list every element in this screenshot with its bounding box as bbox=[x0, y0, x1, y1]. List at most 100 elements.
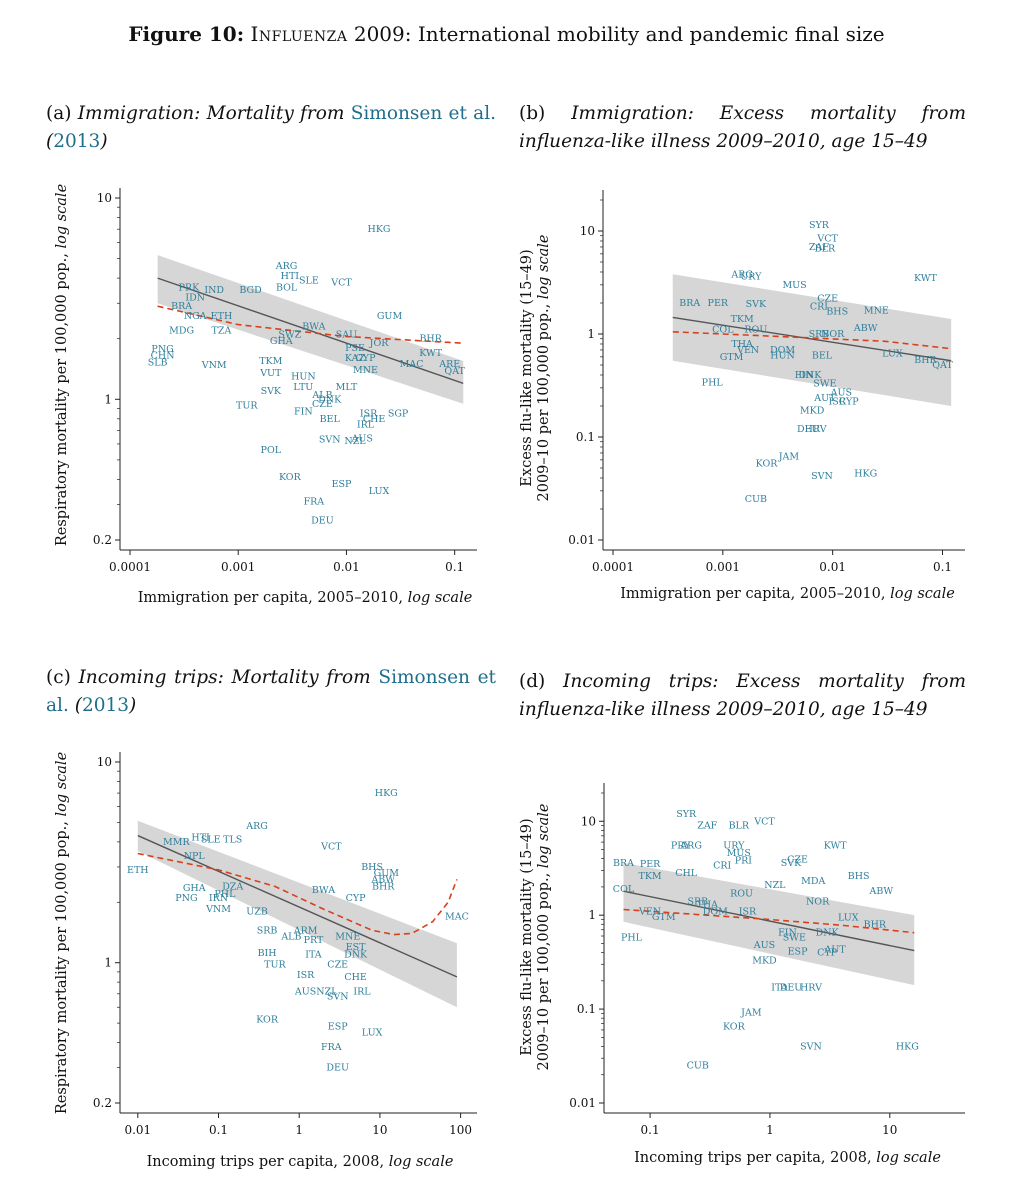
y-tick-label: 0.1 bbox=[577, 1002, 596, 1016]
point-label: IRN bbox=[209, 893, 228, 904]
point-label: QAT bbox=[444, 366, 465, 377]
x-tick-label: 0.001 bbox=[706, 560, 740, 574]
caption-a-cite-link[interactable]: Simonsen et al. bbox=[350, 103, 496, 124]
point-label: PNG bbox=[151, 344, 173, 355]
point-label: PHL bbox=[702, 377, 724, 388]
point-label: FRA bbox=[304, 497, 325, 508]
point-label: IDN bbox=[185, 293, 205, 304]
point-label: NOR bbox=[806, 896, 830, 907]
point-label: BIH bbox=[258, 948, 277, 959]
point-label: ARG bbox=[730, 269, 753, 280]
point-label: VCT bbox=[816, 233, 838, 244]
point-label: PRY bbox=[671, 841, 691, 852]
point-label: CZE bbox=[817, 294, 838, 305]
point-label: CHE bbox=[344, 972, 367, 983]
point-label: HKG bbox=[368, 224, 391, 235]
point-label: HKG bbox=[896, 1041, 919, 1052]
point-label: AUS bbox=[753, 940, 775, 951]
point-label: BGD bbox=[239, 285, 262, 296]
point-label: SVN bbox=[800, 1041, 822, 1052]
caption-c-cite-link[interactable]: Simonsen et al. bbox=[46, 667, 496, 716]
xlabel-b: Immigration per capita, 2005–2010, log s… bbox=[620, 586, 955, 602]
point-label: ETH bbox=[127, 865, 149, 876]
point-label: MKD bbox=[800, 406, 825, 417]
fit-line bbox=[157, 277, 464, 385]
point-label: NOR bbox=[821, 329, 845, 340]
point-label: IND bbox=[204, 285, 224, 296]
ylabel-c: Respiratory mortality per 100,000 pop., … bbox=[54, 751, 70, 1115]
point-label: DEU bbox=[797, 424, 820, 435]
point-label: ESP bbox=[332, 479, 352, 490]
fit-line bbox=[623, 890, 915, 952]
point-label: MDA bbox=[801, 876, 825, 887]
point-label: SVN bbox=[319, 435, 341, 446]
point-label: ROU bbox=[730, 889, 753, 900]
point-label: MMR bbox=[163, 837, 190, 848]
point-label: ARE bbox=[438, 359, 460, 370]
point-label: BHS bbox=[848, 871, 870, 882]
point-label: BHR bbox=[864, 919, 887, 930]
point-label: DEU bbox=[780, 982, 803, 993]
chart-b-group: 0.0001 0.001 0.01 0.1 0.01 0.1 1 10 SYR VCTZAFBLR… bbox=[568, 190, 965, 574]
caption-d: (d) Incoming trips: Excess mortality fro… bbox=[519, 668, 966, 724]
caption-a-title: Immigration: Mortality from bbox=[77, 103, 351, 124]
point-label: CUB bbox=[745, 494, 767, 505]
point-label: BOL bbox=[276, 282, 298, 293]
point-label: KWT bbox=[419, 348, 443, 359]
point-label: DNK bbox=[318, 394, 342, 405]
point-label: BEL bbox=[812, 350, 833, 361]
caption-a-cite-year-link[interactable]: 2013 bbox=[53, 131, 101, 152]
x-tick-label: 0.01 bbox=[333, 560, 360, 574]
caption-c-letter: (c) bbox=[46, 667, 71, 688]
point-label: SVK bbox=[746, 299, 767, 310]
point-label: SYR bbox=[809, 220, 830, 231]
x-tick-label: 0.1 bbox=[933, 560, 952, 574]
x-tick-label: 0.01 bbox=[819, 560, 846, 574]
point-label: PRT bbox=[304, 935, 324, 946]
point-label: GUM bbox=[377, 311, 403, 322]
point-label: HKG bbox=[854, 469, 877, 480]
point-label: ISR bbox=[828, 397, 846, 408]
confidence-band bbox=[623, 862, 915, 986]
point-label: SGP bbox=[388, 409, 409, 420]
point-label: QAT bbox=[932, 360, 953, 371]
point-label: KWT bbox=[824, 841, 848, 852]
point-label: COL bbox=[712, 325, 734, 336]
y-tick-label: 0.01 bbox=[568, 533, 595, 547]
x-tick-label: 0.0001 bbox=[109, 560, 151, 574]
caption-c-title: Incoming trips: Mortality from bbox=[78, 667, 379, 688]
point-label: GHA bbox=[270, 336, 293, 347]
point-label: HKG bbox=[375, 788, 398, 799]
xlabel-c: Incoming trips per capita, 2008, log sca… bbox=[146, 1154, 454, 1170]
point-label: GHA bbox=[183, 883, 206, 894]
point-label: KOR bbox=[279, 472, 302, 483]
point-label: LUX bbox=[838, 912, 859, 923]
point-label: VEN bbox=[736, 345, 759, 356]
x-tick-label: 10 bbox=[372, 1123, 387, 1137]
point-label: ABW bbox=[869, 886, 894, 897]
point-label: IRL bbox=[353, 986, 371, 997]
point-label: PHL bbox=[621, 932, 643, 943]
confidence-band bbox=[157, 255, 464, 404]
point-label: BLR bbox=[729, 821, 750, 832]
point-label: BRA bbox=[171, 301, 192, 312]
point-label: SRB bbox=[809, 329, 830, 340]
point-label: PER bbox=[640, 859, 661, 870]
confidence-band bbox=[672, 274, 952, 406]
point-label: JOR bbox=[369, 338, 390, 349]
point-label: ABW bbox=[370, 874, 395, 885]
caption-c-cite-year-link[interactable]: 2013 bbox=[81, 695, 130, 716]
point-label: CHE bbox=[363, 414, 386, 425]
point-label: HRV bbox=[800, 982, 822, 993]
point-label: CZE bbox=[312, 399, 333, 410]
point-label: CYP bbox=[839, 397, 860, 408]
point-label: VCT bbox=[330, 278, 352, 289]
point-label: ARG bbox=[245, 821, 268, 832]
point-label: DNK bbox=[344, 949, 368, 960]
point-label: FIN bbox=[778, 928, 797, 939]
point-label: ZAF bbox=[809, 242, 829, 253]
y-tick-label: 10 bbox=[97, 191, 112, 205]
x-tick-label: 0.1 bbox=[209, 1123, 228, 1137]
